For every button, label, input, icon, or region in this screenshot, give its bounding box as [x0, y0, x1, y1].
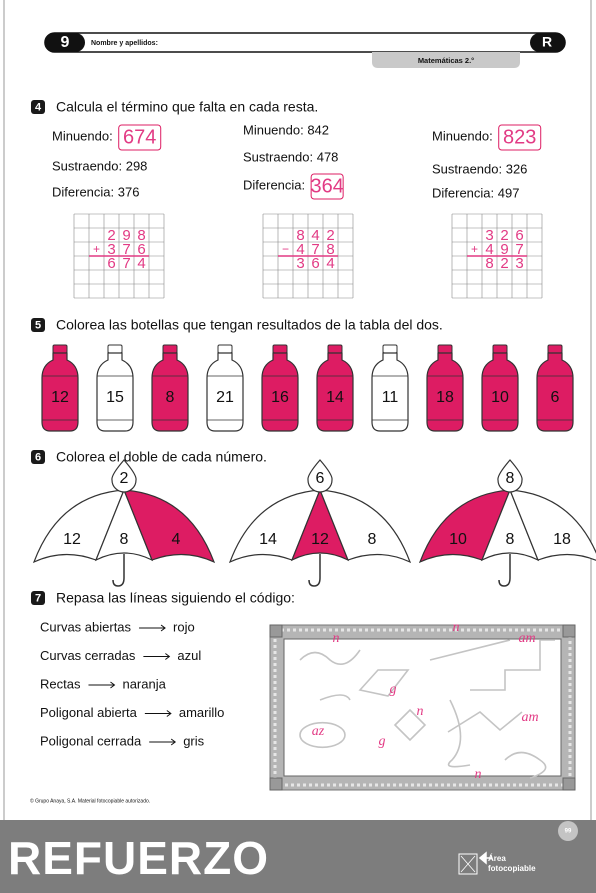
digit: 2	[500, 255, 508, 272]
segment-number: 10	[449, 531, 467, 548]
code-item: Curvas abiertas	[40, 619, 132, 634]
exercise-number: 5	[35, 319, 41, 331]
line-text: Diferencia: 376	[52, 184, 139, 199]
drawing-letter: am	[521, 710, 538, 725]
segment-number: 8	[120, 531, 129, 548]
drawing-letter: am	[518, 631, 535, 646]
drawing-letter: n	[417, 704, 424, 719]
answer: 823	[503, 126, 536, 148]
bottle-number: 16	[271, 389, 289, 406]
instruction: Colorea las botellas que tengan resultad…	[56, 317, 443, 333]
area-label: Área	[488, 854, 506, 863]
bottle-number: 15	[106, 389, 124, 406]
bottle-cap	[493, 345, 507, 353]
bottle-cap	[163, 345, 177, 353]
sign: +	[471, 242, 478, 256]
exercise-number: 7	[35, 592, 41, 604]
instruction: Repasa las líneas siguiendo el código:	[56, 590, 295, 606]
segment-number: 8	[506, 531, 515, 548]
top-number: 8	[506, 470, 515, 487]
top-number: 6	[316, 470, 325, 487]
top-number: 2	[120, 470, 129, 487]
frame-corner	[270, 625, 282, 637]
line-text: Minuendo:	[52, 128, 113, 143]
instruction: Calcula el término que falta en cada res…	[56, 99, 318, 115]
bottle-cap	[438, 345, 452, 353]
digit: 4	[137, 255, 145, 272]
line-text: Diferencia:	[243, 177, 305, 192]
frame-corner	[563, 625, 575, 637]
line-text: Sustraendo: 326	[432, 161, 527, 176]
line-text: Sustraendo: 298	[52, 158, 147, 173]
bottle-number: 14	[326, 389, 344, 406]
exercise-number: 4	[35, 101, 42, 113]
drawing-letter: az	[312, 724, 325, 739]
code-item: Poligonal abierta	[40, 705, 138, 720]
page: {"header":{"number":"9","name_label":"No…	[0, 0, 596, 893]
line-text: Minuendo: 842	[243, 122, 329, 137]
bottle-cap	[273, 345, 287, 353]
segment-number: 8	[368, 531, 377, 548]
bottle-number: 10	[491, 389, 509, 406]
drawing-letter: n	[475, 767, 482, 782]
bottle-number: 8	[166, 389, 175, 406]
digit: 3	[515, 255, 523, 272]
code-color: rojo	[173, 619, 195, 634]
code-item: Poligonal cerrada	[40, 733, 142, 748]
code-item: Rectas	[40, 676, 81, 691]
bottle-number: 21	[216, 389, 234, 406]
bottle-cap	[548, 345, 562, 353]
drawing-letter: g	[379, 734, 386, 749]
header-number: 9	[61, 34, 70, 51]
page-number: 99	[565, 829, 572, 835]
code-color: azul	[177, 648, 201, 663]
segment-number: 4	[172, 531, 181, 548]
subject: Matemáticas 2.°	[418, 56, 474, 65]
segment-number: 18	[553, 531, 571, 548]
segment-number: 14	[259, 531, 277, 548]
bottle-number: 6	[551, 389, 560, 406]
bottle-cap	[218, 345, 232, 353]
drawing-letter: n	[333, 631, 340, 646]
answer: 364	[310, 175, 343, 197]
code-item: Curvas cerradas	[40, 648, 136, 663]
name-label: Nombre y apellidos:	[91, 40, 158, 47]
digit: 6	[107, 255, 115, 272]
bottle-cap	[108, 345, 122, 353]
banner: REFUERZO	[8, 832, 269, 884]
line-text: Diferencia: 497	[432, 185, 519, 200]
answer: 674	[123, 126, 156, 148]
bottle-number: 18	[436, 389, 454, 406]
frame-corner	[270, 778, 282, 790]
bottle-number: 11	[382, 389, 399, 406]
sign: +	[93, 242, 100, 256]
exercise-number: 6	[35, 451, 41, 463]
code-color: gris	[183, 733, 204, 748]
digit: 3	[296, 255, 304, 272]
instruction: Colorea el doble de cada número.	[56, 449, 267, 465]
line-text: Sustraendo: 478	[243, 149, 338, 164]
code-color: naranja	[122, 676, 166, 691]
drawing-letter: g	[390, 682, 397, 697]
segment-number: 12	[63, 531, 81, 548]
bottle-cap	[53, 345, 67, 353]
drawing-letter: n	[453, 620, 460, 635]
digit: 4	[326, 255, 334, 272]
bottle-cap	[328, 345, 342, 353]
bottle-cap	[383, 345, 397, 353]
code-color: amarillo	[179, 705, 225, 720]
bottle-number: 12	[51, 389, 69, 406]
area-label: fotocopiable	[488, 864, 536, 873]
digit: 8	[485, 255, 493, 272]
header-level: R	[542, 34, 552, 50]
worksheet: 9 Nombre y apellidos: R Matemáticas 2.° 4 Cal…	[0, 0, 596, 893]
sign: −	[282, 242, 289, 256]
frame-corner	[563, 778, 575, 790]
line-text: Minuendo:	[432, 128, 493, 143]
copyright: © Grupo Anaya, S.A. Material fotocopiabl…	[30, 797, 150, 804]
digit: 6	[311, 255, 319, 272]
digit: 7	[122, 255, 130, 272]
segment-number: 12	[311, 531, 329, 548]
